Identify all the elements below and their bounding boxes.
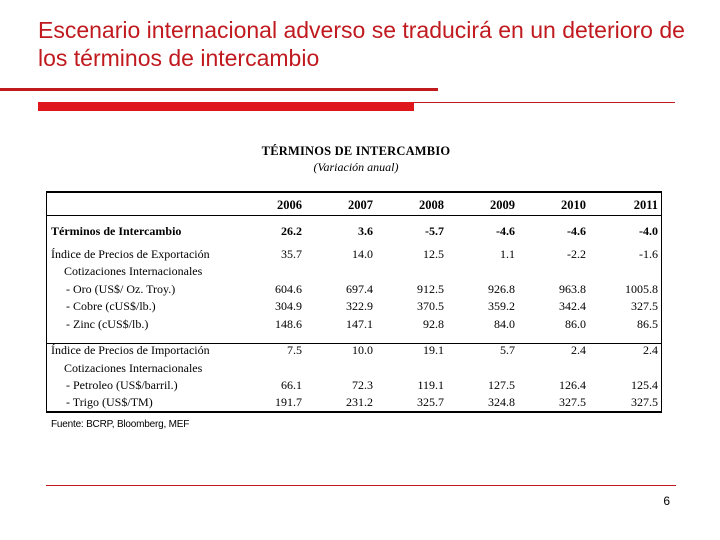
cell-value: -5.7 [425,224,444,238]
cell-value: 127.5 [488,378,515,392]
source-note: Fuente: BCRP, Bloomberg, MEF [51,419,190,430]
cell-value: 1.1 [500,247,515,261]
cell-value: 72.3 [352,378,373,392]
cell-value: 342.4 [559,299,586,313]
cell-value: 327.5 [559,395,586,409]
cell-value: 92.8 [423,317,444,331]
header-rule [46,215,662,216]
year-header: 2006 [277,198,302,212]
cell-value: 5.7 [500,343,515,357]
table-row: Cotizaciones Internacionales [0,264,720,280]
cell-value: 2.4 [571,343,586,357]
row-label: Índice de Precios de Exportación [51,247,210,261]
cell-value: 86.0 [565,317,586,331]
cell-value: 125.4 [631,378,658,392]
slide-title: Escenario internacional adverso se tradu… [38,17,685,71]
row-label: Términos de Intercambio [51,224,182,238]
table-row: Índice de Precios de Exportación 35.7 14… [0,247,720,263]
cell-value: 304.9 [275,299,302,313]
title-underline [0,88,438,91]
cell-value: -4.6 [496,224,515,238]
cell-value: 35.7 [281,247,302,261]
row-label: - Petroleo (US$/barril.) [66,378,178,392]
cell-value: 370.5 [417,299,444,313]
cell-value: 66.1 [281,378,302,392]
cell-value: 327.5 [631,395,658,409]
cell-value: -2.2 [567,247,586,261]
row-label: Índice de Precios de Importación [51,343,210,357]
page-number: 6 [663,494,670,508]
cell-value: 12.5 [423,247,444,261]
row-label: - Cobre (cUS$/lb.) [66,299,156,313]
year-header-row: 2006 2007 2008 2009 2010 2011 [0,198,720,212]
cell-value: 963.8 [559,282,586,296]
table-row: - Zinc (cUS$/lb.) 148.6 147.1 92.8 84.0 … [0,317,720,333]
row-label: - Oro (US$/ Oz. Troy.) [66,282,176,296]
section-rule [46,343,662,344]
year-header: 2008 [419,198,444,212]
cell-value: 126.4 [559,378,586,392]
row-label: - Trigo (US$/TM) [66,395,153,409]
cell-value: 84.0 [494,317,515,331]
cell-value: 19.1 [423,343,444,357]
table-subtitle: (Variación anual) [313,160,399,174]
cell-value: 191.7 [275,395,302,409]
accent-bar [38,102,414,111]
year-header: 2009 [490,198,515,212]
cell-value: 147.1 [346,317,373,331]
table-row: - Cobre (cUS$/lb.) 304.9 322.9 370.5 359… [0,299,720,315]
cell-value: 148.6 [275,317,302,331]
table-row: Términos de Intercambio 26.2 3.6 -5.7 -4… [0,224,720,240]
year-header: 2007 [348,198,373,212]
year-header: 2011 [633,198,658,212]
cell-value: 26.2 [281,224,302,238]
table-title: TÉRMINOS DE INTERCAMBIO [261,144,451,158]
cell-value: 327.5 [631,299,658,313]
cell-value: 912.5 [417,282,444,296]
cell-value: 10.0 [352,343,373,357]
cell-value: -4.6 [567,224,586,238]
cell-value: 322.9 [346,299,373,313]
table-row: - Trigo (US$/TM) 191.7 231.2 325.7 324.8… [0,395,720,411]
cell-value: 14.0 [352,247,373,261]
cell-value: 604.6 [275,282,302,296]
accent-line [414,102,675,103]
cell-value: 86.5 [637,317,658,331]
cell-value: 7.5 [287,343,302,357]
cell-value: 2.4 [643,343,658,357]
cell-value: 231.2 [346,395,373,409]
cell-value: 3.6 [358,224,373,238]
table-row: - Oro (US$/ Oz. Troy.) 604.6 697.4 912.5… [0,282,720,298]
cell-value: 697.4 [346,282,373,296]
year-header: 2010 [561,198,586,212]
row-label: Cotizaciones Internacionales [64,361,203,375]
cell-value: 1005.8 [625,282,658,296]
cell-value: 324.8 [488,395,515,409]
row-label: - Zinc (cUS$/lb.) [66,317,149,331]
table-frame [46,191,662,413]
cell-value: -4.0 [639,224,658,238]
table-row: Cotizaciones Internacionales [0,361,720,377]
footer-divider [46,485,676,486]
table-row: Índice de Precios de Importación 7.5 10.… [0,343,720,359]
cell-value: -1.6 [639,247,658,261]
row-label: Cotizaciones Internacionales [64,264,203,278]
cell-value: 359.2 [488,299,515,313]
table-row: - Petroleo (US$/barril.) 66.1 72.3 119.1… [0,378,720,394]
cell-value: 926.8 [488,282,515,296]
cell-value: 119.1 [417,378,444,392]
cell-value: 325.7 [417,395,444,409]
